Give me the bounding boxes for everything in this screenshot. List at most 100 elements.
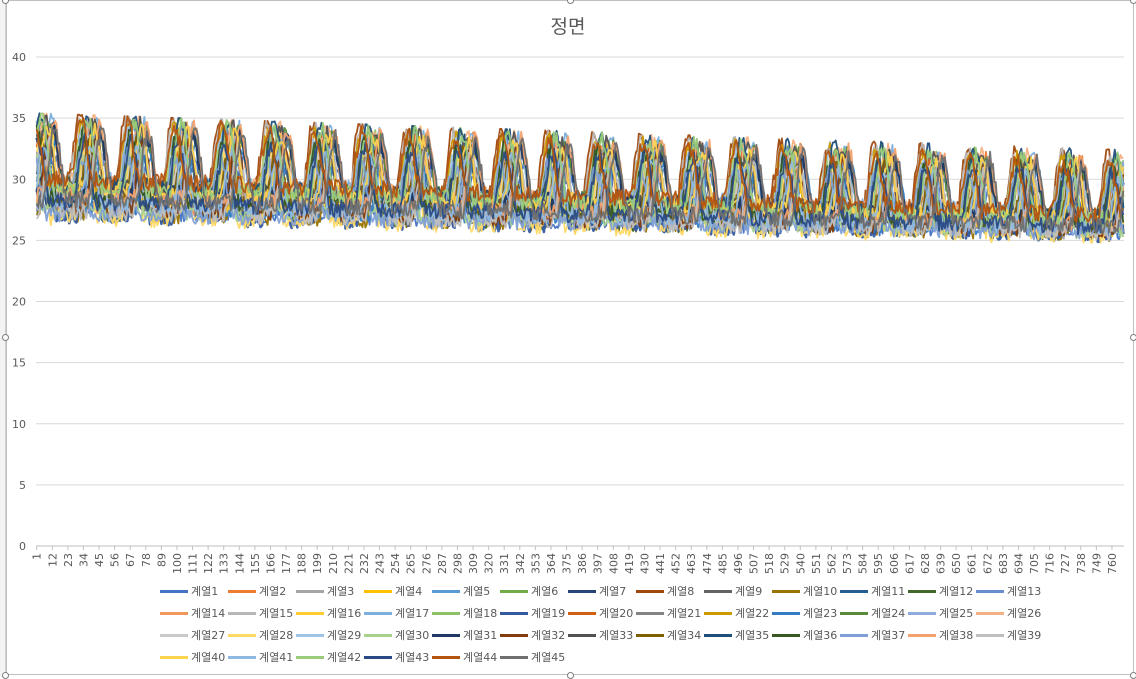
resize-handle-middle-right[interactable] — [1130, 334, 1136, 341]
legend-item[interactable]: 계열40 — [160, 648, 228, 666]
x-tick-label: 177 — [280, 553, 293, 574]
legend-item[interactable]: 계열3 — [296, 582, 364, 600]
legend-item[interactable]: 계열10 — [772, 582, 840, 600]
legend-item[interactable]: 계열22 — [704, 604, 772, 622]
legend-item[interactable]: 계열16 — [296, 604, 364, 622]
legend-item[interactable]: 계열6 — [500, 582, 568, 600]
x-tick-label: 661 — [966, 553, 979, 574]
x-tick-label: 298 — [451, 553, 464, 574]
legend-swatch — [976, 611, 1004, 615]
legend-swatch — [636, 589, 664, 593]
legend-item[interactable]: 계열4 — [364, 582, 432, 600]
resize-handle-bottom-right[interactable] — [1130, 672, 1136, 679]
x-tick-label: 628 — [919, 553, 932, 574]
legend-swatch — [160, 611, 188, 615]
legend-item[interactable]: 계열31 — [432, 626, 500, 644]
legend-item[interactable]: 계열44 — [432, 648, 500, 666]
legend-item[interactable]: 계열17 — [364, 604, 432, 622]
legend-item[interactable]: 계열25 — [908, 604, 976, 622]
x-tick-label: 606 — [888, 553, 901, 574]
legend-item[interactable]: 계열27 — [160, 626, 228, 644]
chart-area[interactable] — [6, 0, 1134, 675]
resize-handle-bottom-left[interactable] — [2, 672, 9, 679]
legend-item[interactable]: 계열11 — [840, 582, 908, 600]
legend-swatch — [908, 633, 936, 637]
legend-item[interactable]: 계열45 — [500, 648, 568, 666]
legend-label: 계열20 — [599, 607, 634, 620]
x-tick-label: 1 — [31, 553, 44, 560]
x-tick-label: 45 — [93, 553, 106, 567]
x-tick-label: 639 — [935, 553, 948, 574]
x-tick-label: 672 — [981, 553, 994, 574]
y-tick-label: 40 — [12, 51, 26, 64]
legend-item[interactable]: 계열26 — [976, 604, 1044, 622]
legend-label: 계열15 — [259, 607, 294, 620]
legend-swatch — [976, 589, 1004, 593]
resize-handle-middle-left[interactable] — [2, 334, 9, 341]
legend-item[interactable]: 계열24 — [840, 604, 908, 622]
legend-item[interactable]: 계열29 — [296, 626, 364, 644]
legend-item[interactable]: 계열15 — [228, 604, 296, 622]
legend-item[interactable]: 계열13 — [976, 582, 1044, 600]
legend-item[interactable]: 계열2 — [228, 582, 296, 600]
legend-item[interactable]: 계열8 — [636, 582, 704, 600]
legend-item[interactable]: 계열12 — [908, 582, 976, 600]
legend-item[interactable]: 계열1 — [160, 582, 228, 600]
resize-handle-top-left[interactable] — [2, 0, 9, 4]
x-tick-label: 474 — [701, 553, 714, 574]
legend-item[interactable]: 계열33 — [568, 626, 636, 644]
y-tick-label: 10 — [12, 418, 26, 431]
legend-item[interactable]: 계열18 — [432, 604, 500, 622]
legend-label: 계열41 — [259, 651, 294, 664]
x-tick-label: 397 — [592, 553, 605, 574]
legend-item[interactable]: 계열39 — [976, 626, 1044, 644]
legend-item[interactable]: 계열23 — [772, 604, 840, 622]
legend-swatch — [160, 589, 188, 593]
legend-item[interactable]: 계열36 — [772, 626, 840, 644]
legend-label: 계열7 — [599, 585, 627, 598]
legend-label: 계열38 — [939, 629, 974, 642]
legend-item[interactable]: 계열20 — [568, 604, 636, 622]
x-tick-label: 34 — [77, 553, 90, 567]
legend-item[interactable]: 계열28 — [228, 626, 296, 644]
legend-item[interactable]: 계열21 — [636, 604, 704, 622]
legend-item[interactable]: 계열5 — [432, 582, 500, 600]
chart-title[interactable]: 정면 — [550, 16, 586, 38]
x-tick-label: 265 — [405, 553, 418, 574]
x-tick-label: 353 — [529, 553, 542, 574]
legend-item[interactable]: 계열42 — [296, 648, 364, 666]
legend-swatch — [568, 633, 596, 637]
series-line-44 — [35, 115, 1124, 223]
legend-item[interactable]: 계열19 — [500, 604, 568, 622]
y-tick-label: 5 — [19, 479, 26, 492]
legend-label: 계열40 — [191, 651, 226, 664]
legend-item[interactable]: 계열35 — [704, 626, 772, 644]
y-tick-label: 20 — [12, 296, 26, 309]
legend-item[interactable]: 계열37 — [840, 626, 908, 644]
legend[interactable]: 계열1 계열2 계열3 계열4 계열5 계열6 계열7 계열8 계열9 계열10 계열11 계열12 계… — [160, 582, 1060, 666]
resize-handle-top-right[interactable] — [1130, 0, 1136, 4]
x-tick-label: 760 — [1106, 553, 1119, 574]
x-tick-label: 727 — [1059, 553, 1072, 574]
legend-item[interactable]: 계열30 — [364, 626, 432, 644]
legend-item[interactable]: 계열9 — [704, 582, 772, 600]
legend-item[interactable]: 계열7 — [568, 582, 636, 600]
legend-item[interactable]: 계열32 — [500, 626, 568, 644]
legend-swatch — [704, 633, 732, 637]
x-tick-label: 144 — [233, 553, 246, 574]
x-tick-label: 441 — [654, 553, 667, 574]
legend-item[interactable]: 계열38 — [908, 626, 976, 644]
x-axis-ticks: 1 12 23 34 45 56 67 78 89 100 111 122 133 144 155 166 17… — [31, 546, 1119, 574]
x-tick-label: 221 — [342, 553, 355, 574]
resize-handle-bottom-middle[interactable] — [567, 672, 574, 679]
x-tick-label: 518 — [763, 553, 776, 574]
legend-item[interactable]: 계열41 — [228, 648, 296, 666]
legend-item[interactable]: 계열34 — [636, 626, 704, 644]
resize-handle-top-middle[interactable] — [567, 0, 574, 4]
x-tick-label: 584 — [857, 553, 870, 574]
y-tick-label: 15 — [12, 357, 26, 370]
x-tick-label: 529 — [779, 553, 792, 574]
legend-item[interactable]: 계열43 — [364, 648, 432, 666]
legend-item[interactable]: 계열14 — [160, 604, 228, 622]
